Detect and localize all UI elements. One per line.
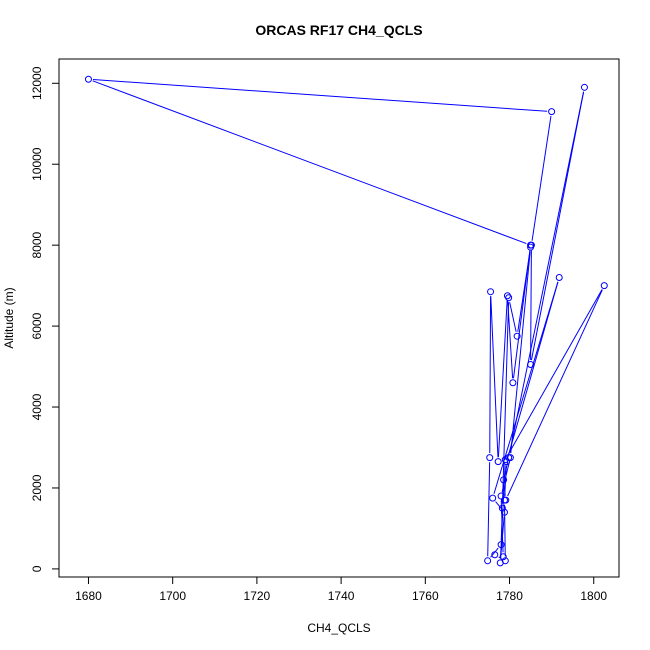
x-tick-label: 1700: [159, 589, 186, 603]
data-point: [555, 274, 563, 282]
data-point: [496, 559, 504, 567]
series-segment: [487, 462, 491, 557]
series-segment: [493, 281, 559, 494]
data-point: [497, 492, 505, 500]
series-segment: [497, 300, 508, 458]
data-point: [487, 288, 495, 296]
y-tick-label: 2000: [30, 474, 44, 501]
data-point: [84, 75, 92, 83]
series-segment: [507, 289, 603, 497]
series-segment: [500, 500, 504, 553]
series-segment: [530, 91, 585, 361]
data-point: [494, 458, 502, 466]
series-segment: [501, 461, 510, 492]
series-segment: [509, 302, 517, 332]
data-point: [486, 454, 494, 462]
series-segment: [507, 289, 603, 456]
y-tick-label: 10000: [30, 147, 44, 181]
data-point: [489, 494, 497, 502]
series-points: [84, 75, 608, 567]
data-point: [548, 108, 556, 116]
data-point: [580, 83, 588, 91]
x-tick-label: 1740: [328, 589, 355, 603]
data-point: [484, 557, 492, 565]
y-tick-label: 0: [30, 565, 44, 572]
series-segment: [517, 251, 531, 332]
plot-frame: [58, 58, 620, 578]
series-segment: [509, 91, 585, 454]
y-axis-label: Altitude (m): [2, 287, 16, 348]
data-point: [497, 541, 505, 549]
series-segment: [531, 115, 552, 241]
series-segment: [490, 296, 499, 458]
chart-title: ORCAS RF17 CH4_QCLS: [255, 22, 422, 38]
data-point: [527, 361, 535, 369]
series-segment: [92, 79, 548, 112]
data-point: [513, 332, 521, 340]
series-segment: [507, 281, 559, 458]
data-point: [509, 379, 517, 387]
y-axis: 0 2000 4000 6000 8000 10000 12000: [30, 66, 60, 572]
data-point: [498, 504, 506, 512]
series-segment: [92, 80, 527, 245]
data-point: [502, 496, 510, 504]
x-tick-label: 1760: [412, 589, 439, 603]
data-point: [499, 553, 507, 561]
x-axis-label: CH4_QCLS: [307, 621, 370, 635]
series-segment: [495, 501, 502, 510]
x-tick-label: 1720: [244, 589, 271, 603]
series-line: [92, 79, 603, 559]
series-segment: [502, 302, 510, 504]
y-tick-label: 4000: [30, 393, 44, 420]
y-tick-label: 12000: [30, 66, 44, 100]
series-segment: [504, 504, 506, 557]
x-tick-label: 1800: [580, 589, 607, 603]
x-tick-label: 1680: [75, 589, 102, 603]
data-point: [600, 282, 608, 290]
series-segment: [503, 484, 506, 496]
y-tick-label: 8000: [30, 231, 44, 258]
data-point: [527, 243, 535, 251]
x-axis: 1680 1700 1720 1740 1760 1780 1800: [75, 576, 607, 603]
data-point: [500, 476, 508, 484]
y-tick-label: 6000: [30, 312, 44, 339]
data-point: [491, 551, 499, 559]
data-point: [500, 508, 508, 516]
data-point: [506, 454, 514, 462]
data-point: [505, 294, 513, 302]
series-segment: [510, 251, 531, 454]
x-tick-label: 1780: [496, 589, 523, 603]
data-point: [527, 241, 535, 249]
series-segment: [530, 249, 532, 361]
series-segment: [489, 296, 492, 454]
